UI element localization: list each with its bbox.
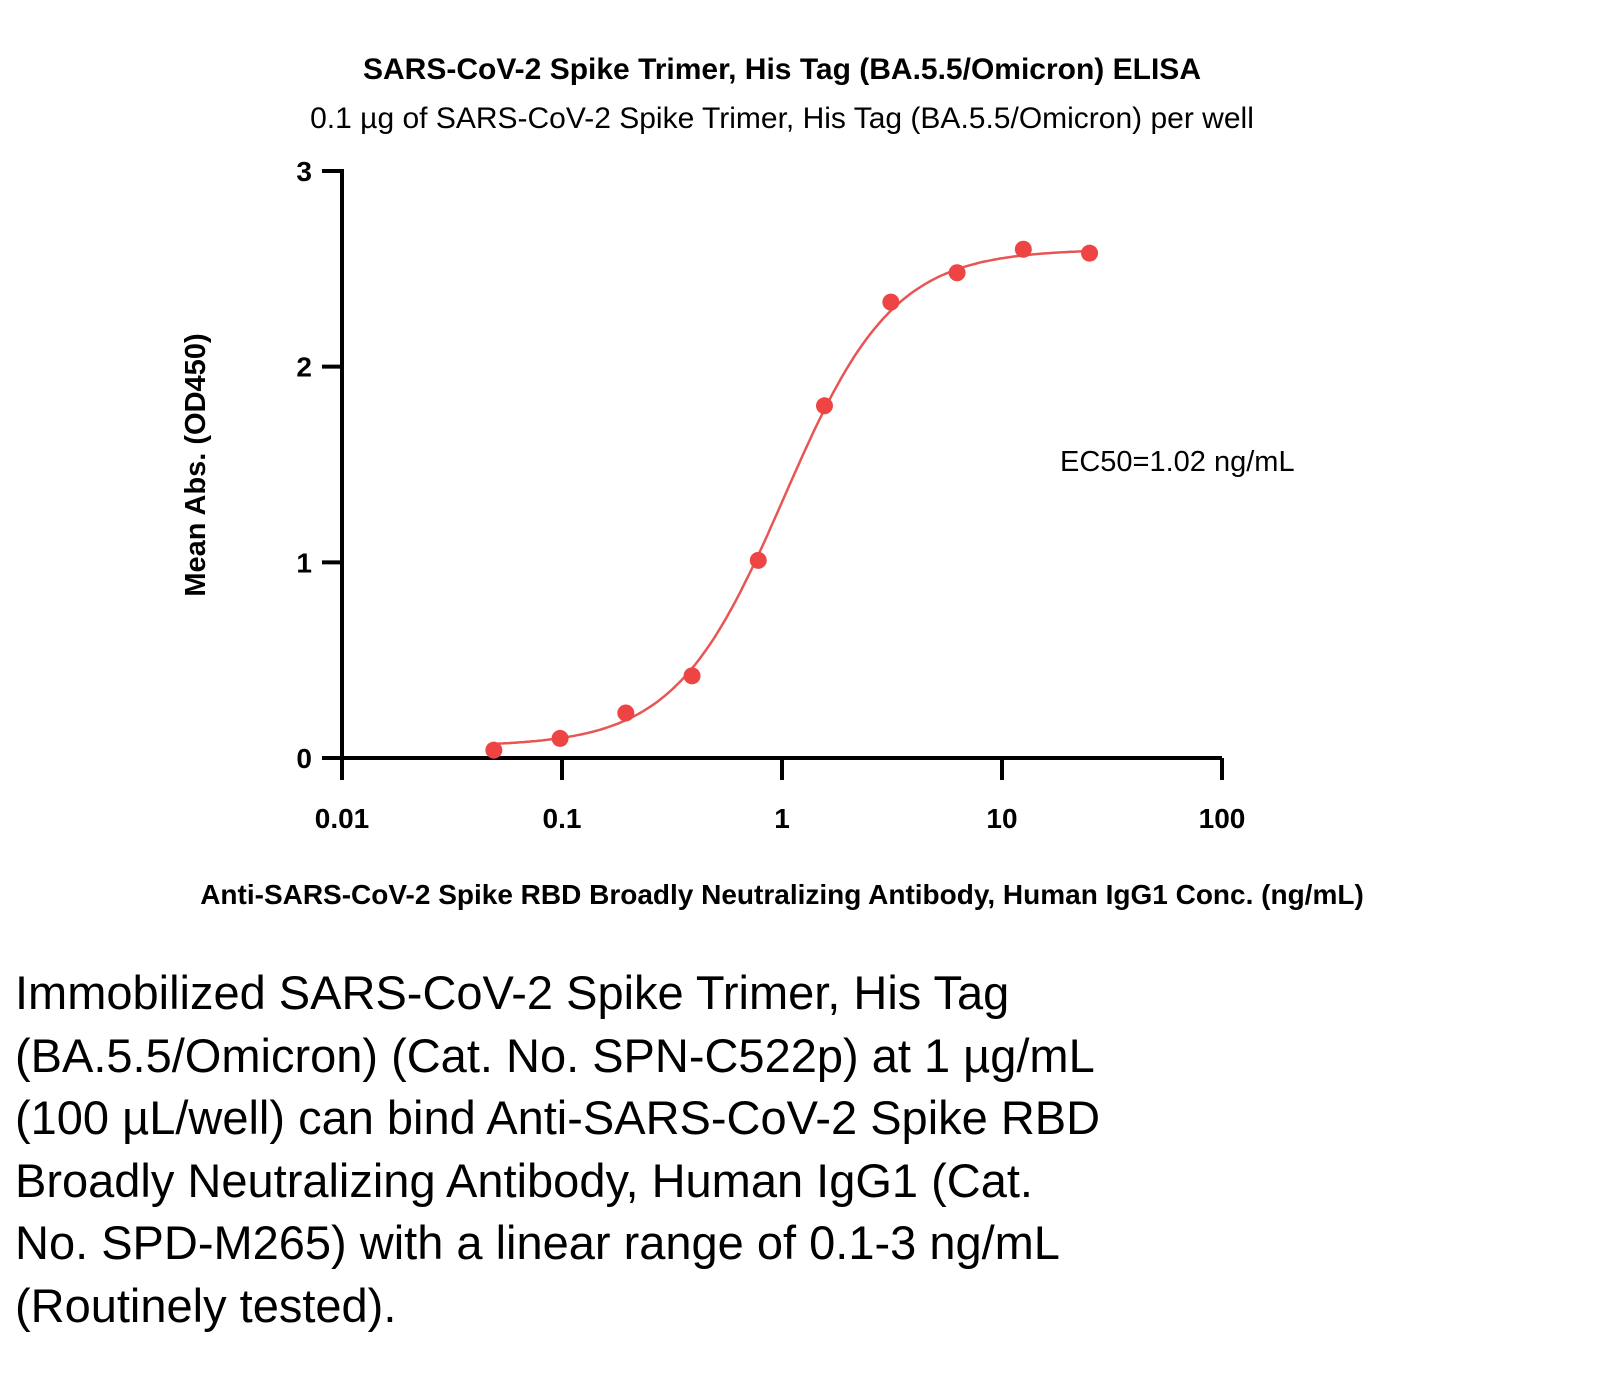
data-point [485, 741, 503, 759]
data-point [1081, 244, 1099, 262]
y-tick-label: 3 [296, 156, 312, 187]
data-point [1014, 240, 1032, 258]
description-line: (Routinely tested). [15, 1278, 397, 1332]
description-line: Immobilized SARS-CoV-2 Spike Trimer, His… [15, 966, 1010, 1019]
elisa-chart: SARS-CoV-2 Spike Trimer, His Tag (BA.5.5… [180, 53, 1364, 910]
x-tick-label: 100 [1199, 803, 1246, 834]
chart-title: SARS-CoV-2 Spike Trimer, His Tag (BA.5.5… [363, 53, 1201, 86]
description-line: (100 µL/well) can bind Anti-SARS-CoV-2 S… [15, 1091, 1101, 1144]
data-point [882, 293, 900, 311]
y-tick-label: 2 [296, 352, 312, 383]
chart-subtitle: 0.1 µg of SARS-CoV-2 Spike Trimer, His T… [310, 102, 1254, 135]
data-point [948, 264, 966, 282]
y-tick-label: 0 [296, 743, 312, 774]
description-line: Broadly Neutralizing Antibody, Human IgG… [15, 1153, 1033, 1207]
x-tick-label: 10 [986, 803, 1017, 834]
x-tick-label: 0.01 [315, 803, 370, 834]
x-tick-label: 0.1 [543, 803, 582, 834]
data-point [749, 551, 767, 569]
axes: 0.01 0.1 1 10 100 0 1 2 3 [296, 156, 1245, 834]
x-tick-label: 1 [774, 803, 790, 834]
y-tick-label: 1 [296, 547, 312, 578]
y-axis-label: Mean Abs. (OD450) [180, 333, 212, 596]
data-point [551, 729, 569, 747]
data-point [683, 667, 701, 685]
x-axis-label: Anti-SARS-CoV-2 Spike RBD Broadly Neutra… [200, 879, 1364, 910]
data-point [617, 704, 635, 722]
data-point [815, 397, 833, 415]
fit-curve [493, 249, 1090, 746]
data-points [485, 240, 1099, 759]
description-line: (BA.5.5/Omicron) (Cat. No. SPN-C522p) at… [15, 1028, 1095, 1082]
description-text: Immobilized SARS-CoV-2 Spike Trimer, His… [15, 962, 1100, 1337]
description-line: No. SPD-M265) with a linear range of 0.1… [15, 1216, 1060, 1269]
ec50-annotation: EC50=1.02 ng/mL [1060, 446, 1295, 478]
